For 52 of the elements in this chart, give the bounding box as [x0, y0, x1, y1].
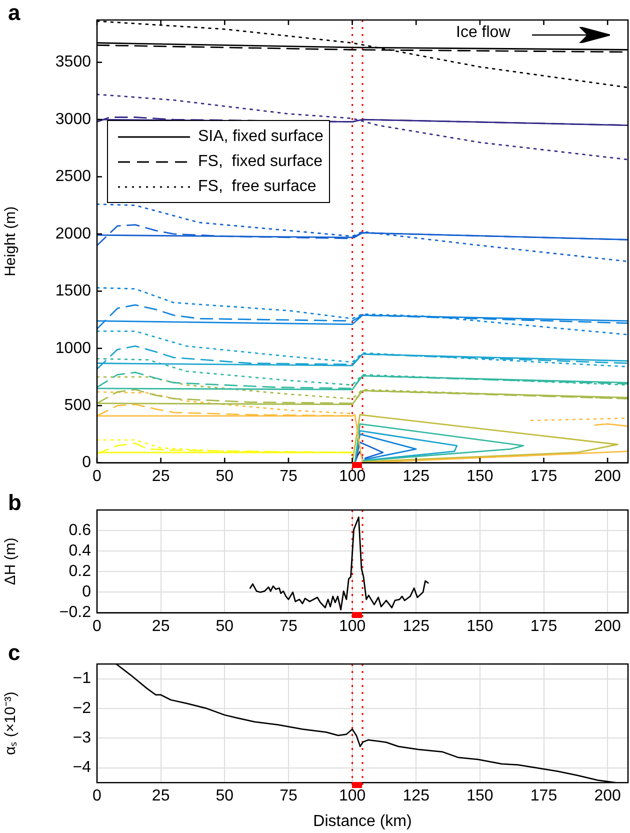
x-tick-label: 200 — [594, 618, 622, 635]
y-tick-label: 1500 — [55, 282, 92, 300]
chart-title: c — [8, 640, 20, 666]
y-tick-label: 1000 — [55, 340, 92, 357]
y-tick-label: 3000 — [55, 110, 92, 128]
x-tick-label: 150 — [466, 788, 494, 805]
y-tick-label: 0.2 — [68, 563, 92, 580]
legend-label: FS, free surface — [198, 178, 316, 196]
y-tick-label: −0.2 — [59, 604, 92, 622]
x-tick-label: 175 — [530, 468, 558, 485]
y-tick-label: 3500 — [55, 54, 92, 71]
x-tick-label: 125 — [402, 618, 430, 635]
chart-title: b — [8, 490, 22, 516]
x-tick-label: 25 — [152, 788, 170, 805]
y-tick-label: −1 — [72, 670, 92, 688]
x-tick-label: 25 — [152, 468, 170, 485]
x-tick-label: 50 — [216, 468, 234, 485]
x-tick-label: 200 — [594, 788, 622, 805]
x-tick-label: 100 — [338, 468, 366, 485]
y-tick-label: 0.4 — [68, 542, 92, 560]
x-tick-label: 25 — [152, 618, 170, 635]
y-tick-label: 0 — [82, 584, 92, 601]
x-tick-label: 75 — [280, 618, 298, 635]
x-tick-label: 100 — [338, 618, 366, 635]
x-tick-label: 125 — [402, 468, 430, 485]
x-tick-label: 50 — [216, 618, 234, 635]
chart-title: a — [8, 0, 20, 26]
legend-label: SIA, fixed surface — [198, 128, 324, 146]
y-axis-title: ΔH (m) — [2, 538, 20, 586]
legend-label: FS, fixed surface — [198, 152, 322, 170]
x-tick-label: 50 — [216, 788, 234, 805]
x-tick-label: 200 — [594, 468, 622, 485]
x-tick-label: 150 — [466, 468, 494, 485]
x-tick-label: 100 — [338, 788, 366, 805]
y-tick-label: −3 — [72, 730, 92, 747]
x-tick-label: 150 — [466, 618, 494, 635]
y-tick-label: 2000 — [55, 225, 92, 242]
y-tick-label: −4 — [72, 759, 92, 776]
x-axis-title: Distance (km) — [313, 812, 412, 830]
y-axis-title: Height (m) — [2, 206, 20, 276]
y-tick-label: 500 — [64, 396, 92, 414]
x-tick-label: 175 — [530, 788, 558, 805]
y-tick-label: −2 — [72, 700, 92, 717]
x-tick-label: 125 — [402, 788, 430, 805]
annotation: Ice flow — [456, 24, 510, 42]
x-tick-label: 75 — [280, 468, 298, 485]
y-tick-label: 0 — [82, 454, 92, 472]
y-axis-title: αₛ (×10⁻³) — [2, 692, 20, 755]
x-tick-label: 175 — [530, 618, 558, 635]
y-tick-label: 0.6 — [68, 522, 92, 539]
x-tick-label: 75 — [280, 788, 298, 805]
y-tick-label: 2500 — [55, 168, 92, 186]
